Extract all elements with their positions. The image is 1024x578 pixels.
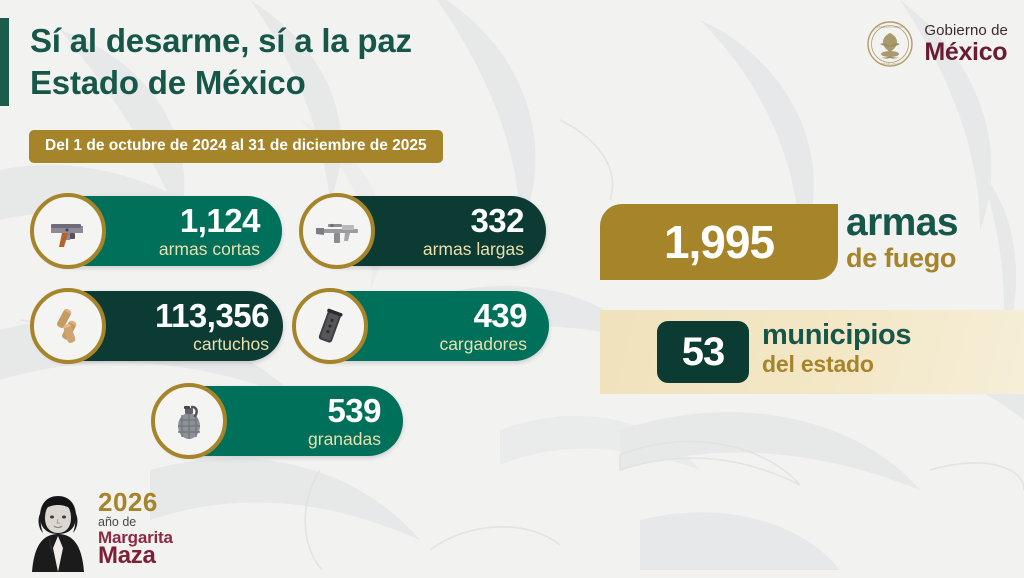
stat-pill-armas-largas: 332 armas largas: [299, 193, 546, 269]
gob-logo-line-2: México: [924, 38, 1008, 66]
stat-label-cartuchos: cartuchos: [193, 333, 269, 354]
stat-number-armas-largas: 332: [470, 201, 524, 239]
total-firearms-label-line-1: armas: [846, 201, 959, 244]
stat-pill-armas-cortas: 1,124 armas cortas: [30, 193, 282, 269]
grenade-icon: [178, 405, 200, 439]
total-firearms-label-line-2: de fuego: [846, 242, 957, 273]
margarita-maza-portrait-icon: [32, 496, 84, 572]
maza-ano-de: año de: [98, 514, 137, 529]
stat-number-cargadores: 439: [473, 296, 527, 334]
stat-number-granadas: 539: [327, 391, 381, 429]
maza-year: 2026: [98, 486, 158, 517]
total-firearms-number: 1,995: [663, 216, 775, 268]
rifle-icon: [316, 223, 358, 243]
maza-name-line-1: Margarita: [98, 528, 173, 547]
stat-label-armas-largas: armas largas: [422, 238, 524, 259]
bullets-icon-circle: [30, 288, 106, 364]
total-firearms-number-block: 1,995: [600, 204, 838, 280]
rifle-icon-circle: [299, 193, 375, 269]
stat-pill-granadas: 539 granadas: [151, 383, 403, 459]
title-line-1: Sí al desarme, sí a la paz: [30, 22, 412, 59]
stat-number-cartuchos: 113,356: [155, 296, 269, 334]
municipios-number: 53: [681, 330, 725, 374]
margarita-maza-logo: 2026 año de Margarita Maza: [26, 488, 173, 572]
stat-number-armas-cortas: 1,124: [179, 201, 261, 239]
bullets-icon: [56, 308, 77, 343]
stat-text-cartuchos: 113,356 cartuchos: [155, 299, 283, 354]
gobierno-de-mexico-logo: ESTADOS UNIDOS MEXICANOS Gobierno de Méx…: [866, 20, 1008, 68]
svg-text:ESTADOS UNIDOS: ESTADOS UNIDOS: [877, 25, 903, 29]
stat-text-granadas: 539 granadas: [308, 394, 403, 449]
mexican-eagle-seal-icon: ESTADOS UNIDOS MEXICANOS: [867, 21, 914, 67]
municipios-label-line-2: del estado: [762, 350, 874, 377]
municipios-number-box: 53: [657, 321, 749, 383]
stat-pill-cartuchos: 113,356 cartuchos: [30, 288, 283, 364]
date-range-badge: Del 1 de octubre de 2024 al 31 de diciem…: [29, 130, 443, 163]
stat-pill-cargadores: 439 cargadores: [292, 288, 549, 364]
total-firearms-label: armas de fuego: [846, 201, 959, 273]
magazine-icon-circle: [292, 288, 368, 364]
gob-logo-line-1: Gobierno de: [924, 22, 1008, 39]
municipios-label-line-1: municipios: [762, 319, 912, 351]
title-line-2: Estado de México: [30, 63, 306, 101]
title-accent-bar: [0, 18, 9, 106]
stat-label-cargadores: cargadores: [439, 333, 527, 354]
grenade-icon-circle: [151, 383, 227, 459]
maza-name-line-2: Maza: [98, 542, 156, 569]
svg-text:MEXICANOS: MEXICANOS: [881, 62, 900, 66]
stat-text-armas-largas: 332 armas largas: [423, 204, 546, 259]
municipios-label: municipios del estado: [762, 320, 911, 376]
stat-label-granadas: granadas: [308, 428, 381, 449]
handgun-icon-circle: [30, 193, 106, 269]
stat-text-cargadores: 439 cargadores: [439, 299, 549, 354]
page-title: Sí al desarme, sí a la paz Estado de Méx…: [30, 20, 412, 103]
stat-text-armas-cortas: 1,124 armas cortas: [159, 204, 282, 259]
handgun-icon: [51, 224, 83, 247]
magazine-icon: [318, 308, 343, 343]
stat-label-armas-cortas: armas cortas: [158, 238, 260, 259]
